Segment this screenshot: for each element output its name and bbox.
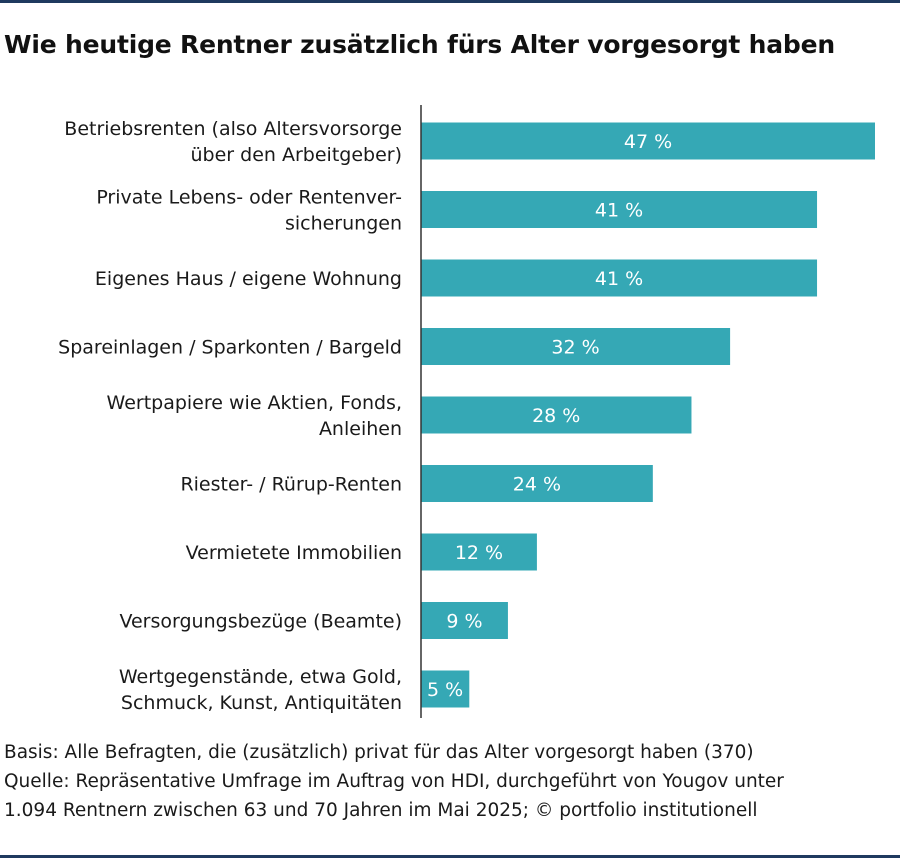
bar-value-label: 12 %: [455, 542, 503, 564]
bar: [421, 670, 470, 708]
category-label: Riester- / Rürup-Renten: [180, 474, 402, 496]
bar: [421, 122, 875, 160]
bar: [421, 465, 653, 502]
bar: [421, 396, 692, 434]
category-label: Private Lebens- oder Rentenver-sicherung…: [96, 187, 402, 235]
bar-value-label: 41 %: [595, 200, 643, 222]
category-label: Eigenes Haus / eigene Wohnung: [95, 268, 402, 290]
top-rule: [0, 0, 900, 3]
bar-value-label: 28 %: [532, 405, 580, 427]
footer-source: Quelle: Repräsentative Umfrage im Auftra…: [4, 771, 784, 792]
bar-value-label: 41 %: [595, 268, 643, 290]
bar-value-label: 9 %: [446, 611, 482, 633]
chart-footer: Basis: Alle Befragten, die (zusätzlich) …: [4, 738, 784, 825]
category-label: Versorgungsbezüge (Beamte): [119, 611, 402, 633]
bottom-rule: [0, 855, 900, 858]
category-label: Betriebsrenten (also Altersvorsorge über …: [64, 118, 402, 166]
footer-basis: Basis: Alle Befragten, die (zusätzlich) …: [4, 742, 754, 763]
bar-value-label: 24 %: [513, 474, 561, 496]
category-label: Wertgegenstände, etwa Gold, Schmuck, Kuns…: [119, 666, 402, 714]
bar: [421, 259, 818, 297]
bar: [421, 602, 508, 639]
chart-title: Wie heutige Rentner zusätzlich fürs Alte…: [4, 30, 835, 59]
bar: [421, 533, 537, 571]
bar-value-label: 47 %: [624, 131, 672, 153]
bar: [421, 328, 731, 365]
bar-value-label: 5 %: [427, 679, 463, 701]
bar: [421, 191, 818, 228]
bar-value-label: 32 %: [551, 337, 599, 359]
category-label: Spareinlagen / Sparkonten / Bargeld: [58, 337, 402, 359]
category-label: Wertpapiere wie Aktien, Fonds, Anleihen: [107, 392, 402, 440]
category-label: Vermietete Immobilien: [186, 542, 402, 564]
bar-chart: 47 % Betriebsrenten (also Altersvorsorge ü…: [58, 105, 875, 718]
footer-source-cont: 1.094 Rentnern zwischen 63 und 70 Jahren…: [4, 800, 758, 821]
